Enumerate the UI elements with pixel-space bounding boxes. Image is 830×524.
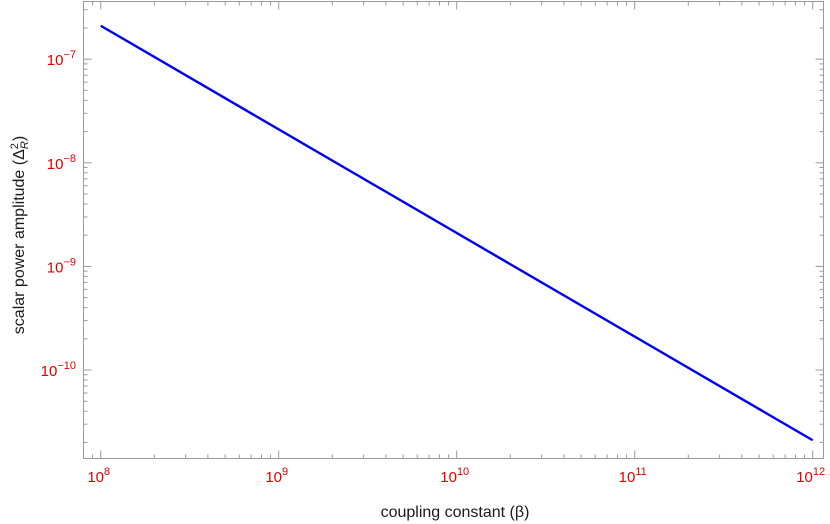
y-tick-label: 10−9 — [47, 256, 76, 276]
x-tick-base: 10 — [796, 469, 813, 486]
y-tick-exp: −8 — [63, 153, 76, 165]
y-tick-exp: −9 — [63, 256, 76, 268]
x-tick-base: 10 — [619, 469, 636, 486]
x-tick-exp: 10 — [457, 466, 469, 478]
y-axis-title-sup: 2 — [9, 143, 21, 149]
x-tick-label: 1011 — [619, 466, 647, 486]
x-tick-exp: 11 — [635, 466, 646, 478]
x-tick-label: 1010 — [440, 466, 469, 486]
plot-frame — [83, 1, 824, 459]
series-line-0 — [100, 24, 814, 442]
y-tick-label: 10−7 — [47, 49, 76, 69]
x-tick-exp: 8 — [104, 466, 110, 478]
x-tick-label: 108 — [87, 466, 110, 486]
y-tick-exp: −7 — [63, 49, 76, 61]
y-tick-label: 10−8 — [47, 153, 76, 173]
y-tick-base: 10 — [47, 156, 64, 173]
x-tick-base: 10 — [440, 469, 457, 486]
y-tick-base: 10 — [41, 363, 58, 380]
x-tick-exp: 12 — [813, 466, 825, 478]
y-tick-base: 10 — [47, 259, 64, 276]
y-axis-title-main: scalar power amplitude (Δ — [11, 149, 28, 334]
x-tick-label: 1012 — [796, 466, 825, 486]
x-tick-base: 10 — [265, 469, 282, 486]
x-tick-label: 109 — [265, 466, 288, 486]
y-axis-title: scalar power amplitude (Δ2R) — [9, 136, 31, 334]
y-tick-label: 10−10 — [41, 360, 76, 380]
y-tick-base: 10 — [47, 52, 64, 69]
x-tick-exp: 9 — [282, 466, 288, 478]
y-tick-exp: −10 — [57, 360, 76, 372]
x-tick-base: 10 — [87, 469, 104, 486]
ticks-layer — [83, 1, 824, 459]
x-axis-title: coupling constant (β) — [381, 504, 530, 521]
series-layer — [100, 24, 814, 442]
y-axis-title-sub: R — [19, 141, 31, 149]
y-axis-title-close: ) — [11, 136, 28, 141]
